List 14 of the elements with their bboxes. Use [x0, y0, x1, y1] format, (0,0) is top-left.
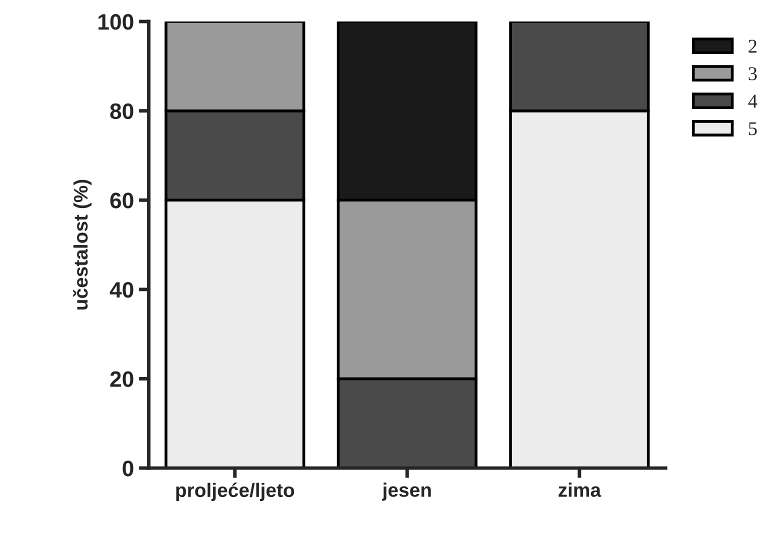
x-tick-label: zima: [558, 482, 602, 497]
y-tick-label: 60: [110, 192, 134, 208]
y-tick-label: 0: [122, 460, 134, 476]
y-tick-label: 100: [98, 14, 134, 30]
legend-label: 2: [748, 40, 756, 53]
y-tick-label: 80: [110, 103, 134, 120]
y-tick-label: 40: [110, 282, 134, 298]
legend-label: 5: [748, 122, 757, 136]
y-tick-label: 20: [110, 371, 134, 388]
legend-label: 3: [748, 67, 757, 80]
x-tick-label: proljeće/ljeto: [176, 482, 294, 501]
x-tick-label: jesen: [382, 482, 431, 501]
legend-label: 4: [748, 94, 758, 108]
y-axis-title: učestalost (%): [73, 180, 92, 310]
